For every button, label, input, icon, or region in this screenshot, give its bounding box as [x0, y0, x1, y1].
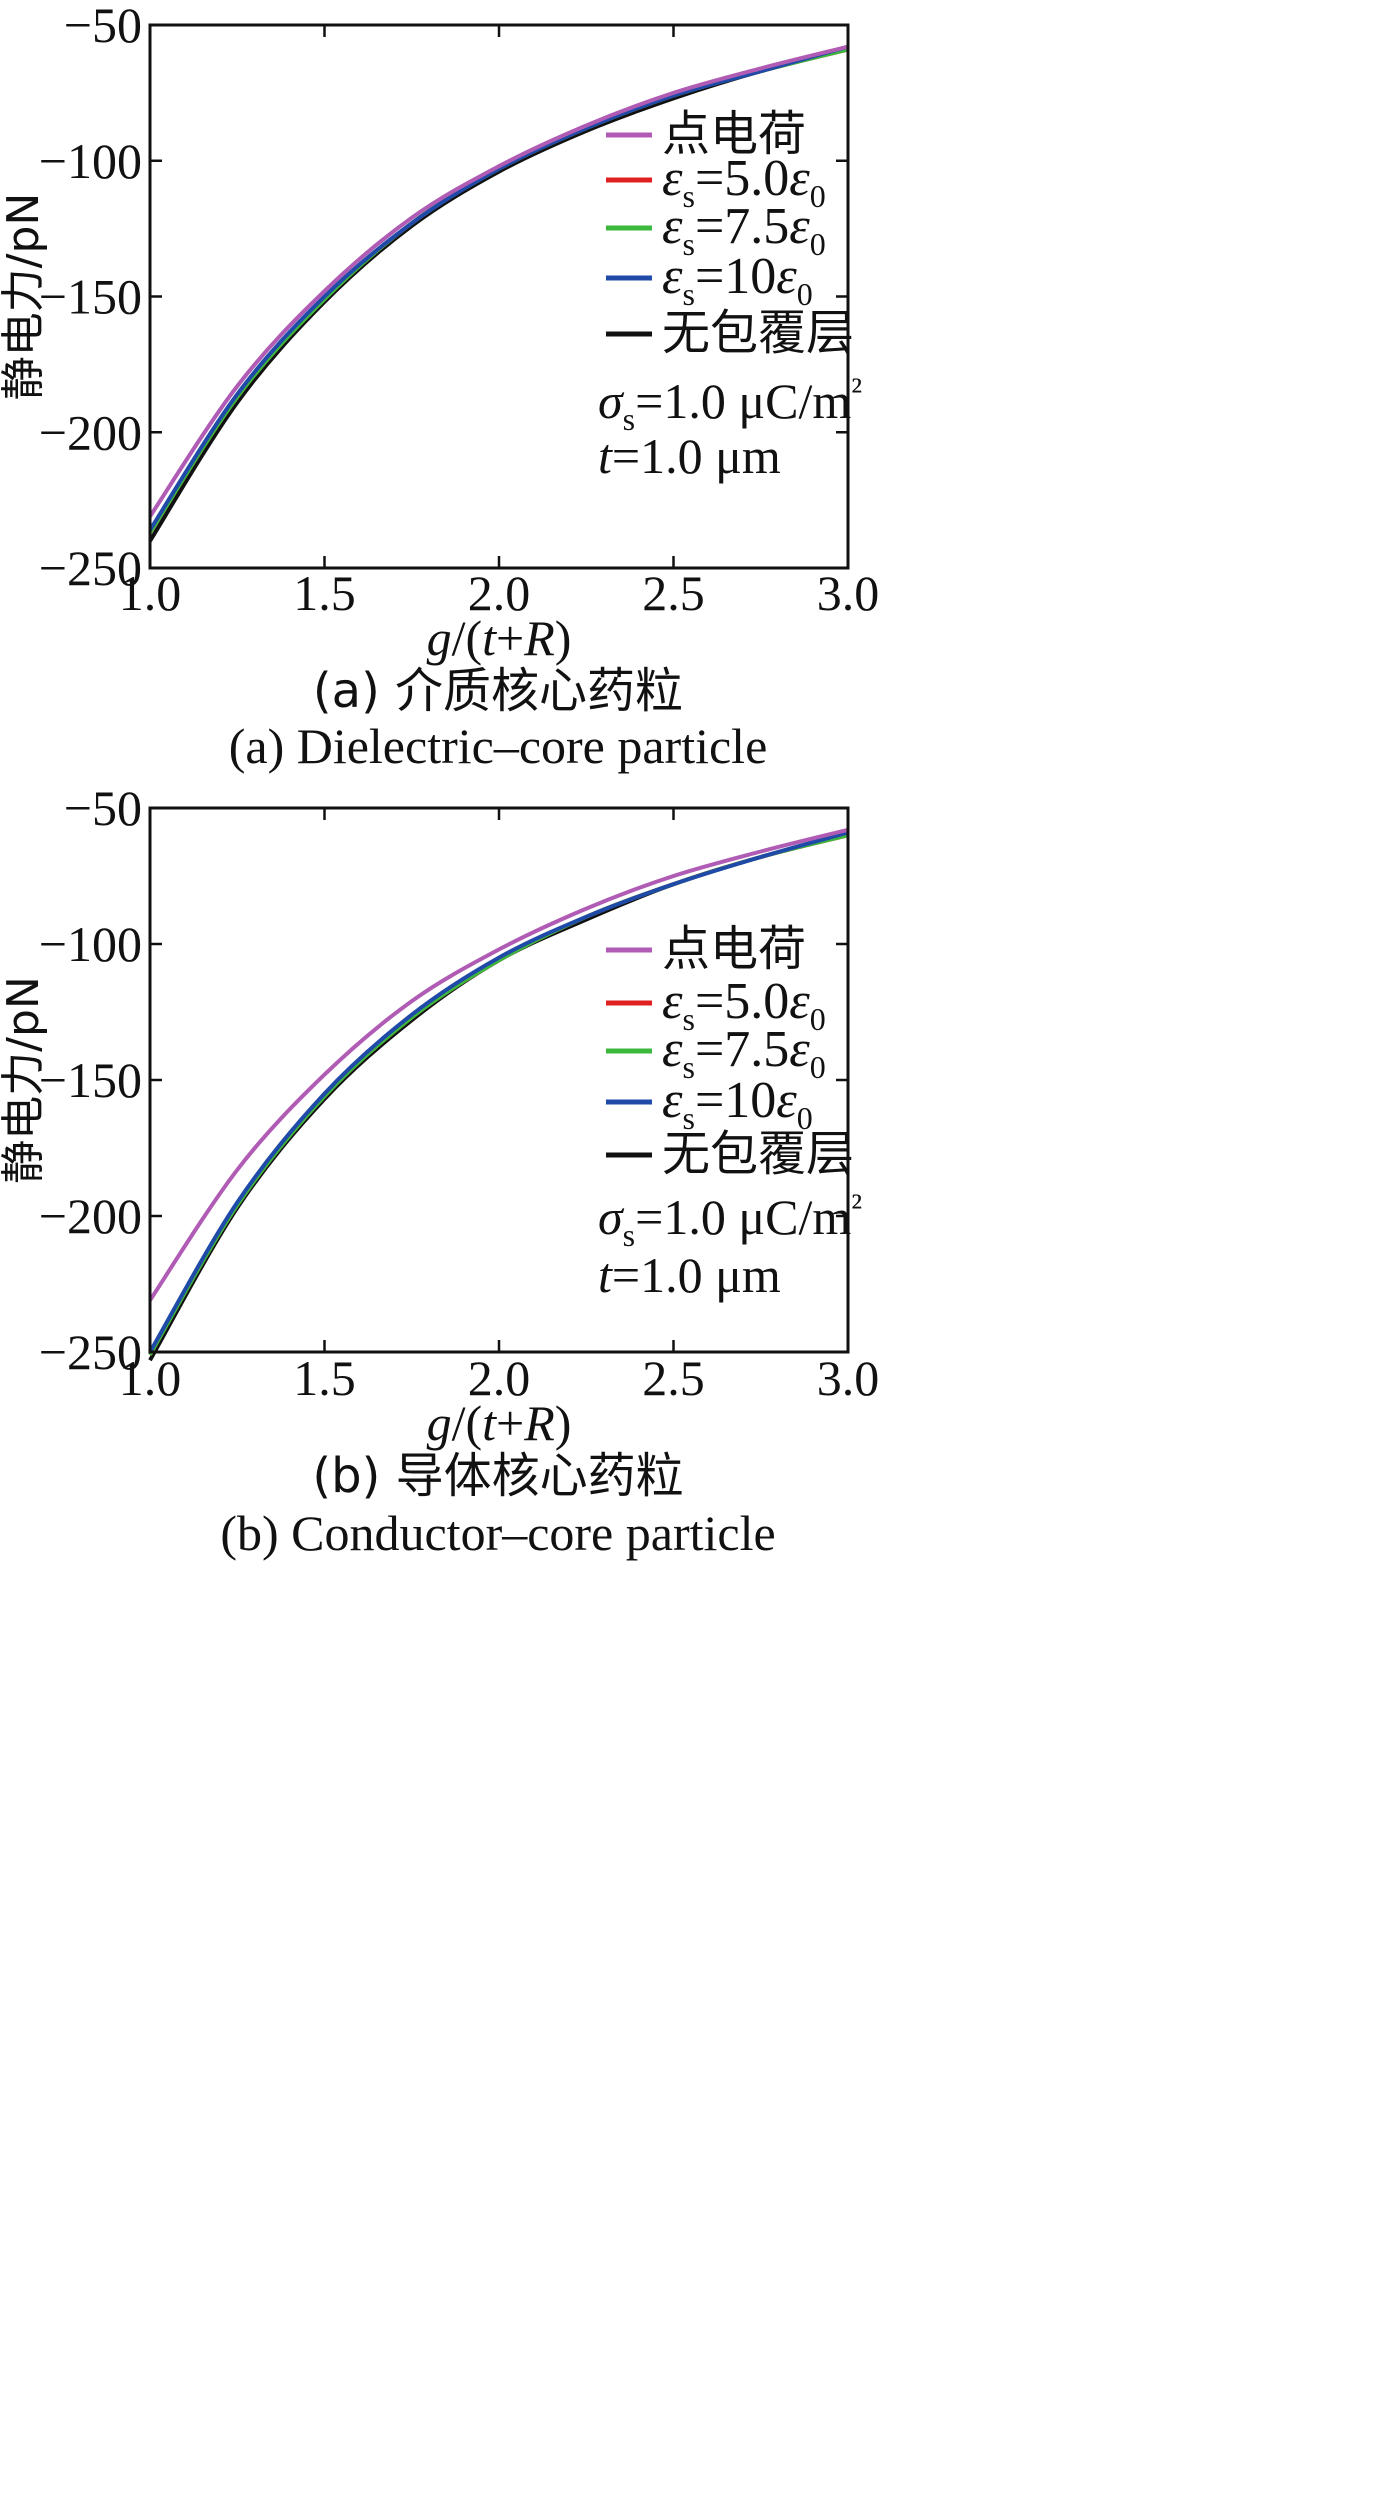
x-tick-label: 3.0	[817, 565, 880, 621]
x-tick-label: 2.0	[468, 565, 531, 621]
y-tick-label: −200	[39, 1188, 142, 1244]
series-line-3	[148, 830, 849, 1354]
caption-english: (a) Dielectric–core particle	[229, 718, 768, 774]
chart-panel-a: 1.0 1.5 2.0 2.5 3.0−50−100−150−200−250点电荷εs=…	[0, 0, 879, 774]
x-tick-label: 1.0	[119, 565, 182, 621]
x-tick-label: 1.5	[293, 565, 356, 621]
y-tick-label: −150	[39, 269, 142, 325]
x-tick-label: 2.5	[642, 565, 705, 621]
caption-chinese: (a) 介质核心药粒	[313, 663, 683, 719]
caption-english: (b) Conductor–core particle	[220, 1505, 775, 1561]
x-tick-label: 2.5	[642, 1350, 705, 1406]
x-axis-label: g/(t+R)	[427, 610, 572, 666]
y-tick-label: −50	[64, 0, 142, 53]
annotation-thickness: t=1.0 μm	[598, 1247, 781, 1303]
annotation-sigma: σs=1.0 μC/m²	[598, 370, 862, 437]
legend-label: εs=7.5ε0	[662, 198, 826, 262]
y-tick-label: −250	[39, 540, 142, 596]
y-tick-label: −200	[39, 404, 142, 460]
y-axis-label: 静电力/pN	[0, 193, 49, 401]
plot-frame	[148, 806, 850, 1354]
chart-panel-b: 1.0 1.5 2.0 2.5 3.0−50−100−150−200−250点电荷εs=…	[0, 780, 879, 1561]
legend-label: εs=10ε0	[662, 248, 813, 312]
legend-label: 点电荷	[662, 106, 806, 162]
annotation-thickness: t=1.0 μm	[598, 428, 781, 484]
x-tick-label: 3.0	[817, 1350, 880, 1406]
legend-label: εs=5.0ε0	[662, 150, 826, 214]
series-line-3	[148, 44, 849, 532]
y-tick-label: −100	[39, 916, 142, 972]
legend-label: εs=5.0ε0	[662, 973, 826, 1037]
y-tick-label: −150	[39, 1052, 142, 1108]
x-axis-label: g/(t+R)	[427, 1395, 572, 1451]
legend-label: εs=10ε0	[662, 1072, 813, 1136]
legend-label: 点电荷	[662, 921, 806, 977]
y-axis-label: 静电力/pN	[0, 976, 49, 1184]
annotation-sigma: σs=1.0 μC/m²	[598, 1186, 862, 1253]
x-tick-label: 1.5	[293, 1350, 356, 1406]
y-tick-label: −250	[39, 1324, 142, 1380]
legend-label: 无包覆层	[662, 1126, 854, 1182]
series-line-0	[148, 827, 849, 1302]
legend-label: εs=7.5ε0	[662, 1021, 826, 1085]
series-line-0	[148, 44, 849, 518]
caption-chinese: (b) 导体核心药粒	[312, 1448, 683, 1504]
x-tick-label: 2.0	[468, 1350, 531, 1406]
y-tick-label: −100	[39, 133, 142, 189]
y-tick-label: −50	[64, 780, 142, 836]
legend-label: 无包覆层	[662, 305, 854, 361]
plot-frame	[148, 23, 850, 570]
